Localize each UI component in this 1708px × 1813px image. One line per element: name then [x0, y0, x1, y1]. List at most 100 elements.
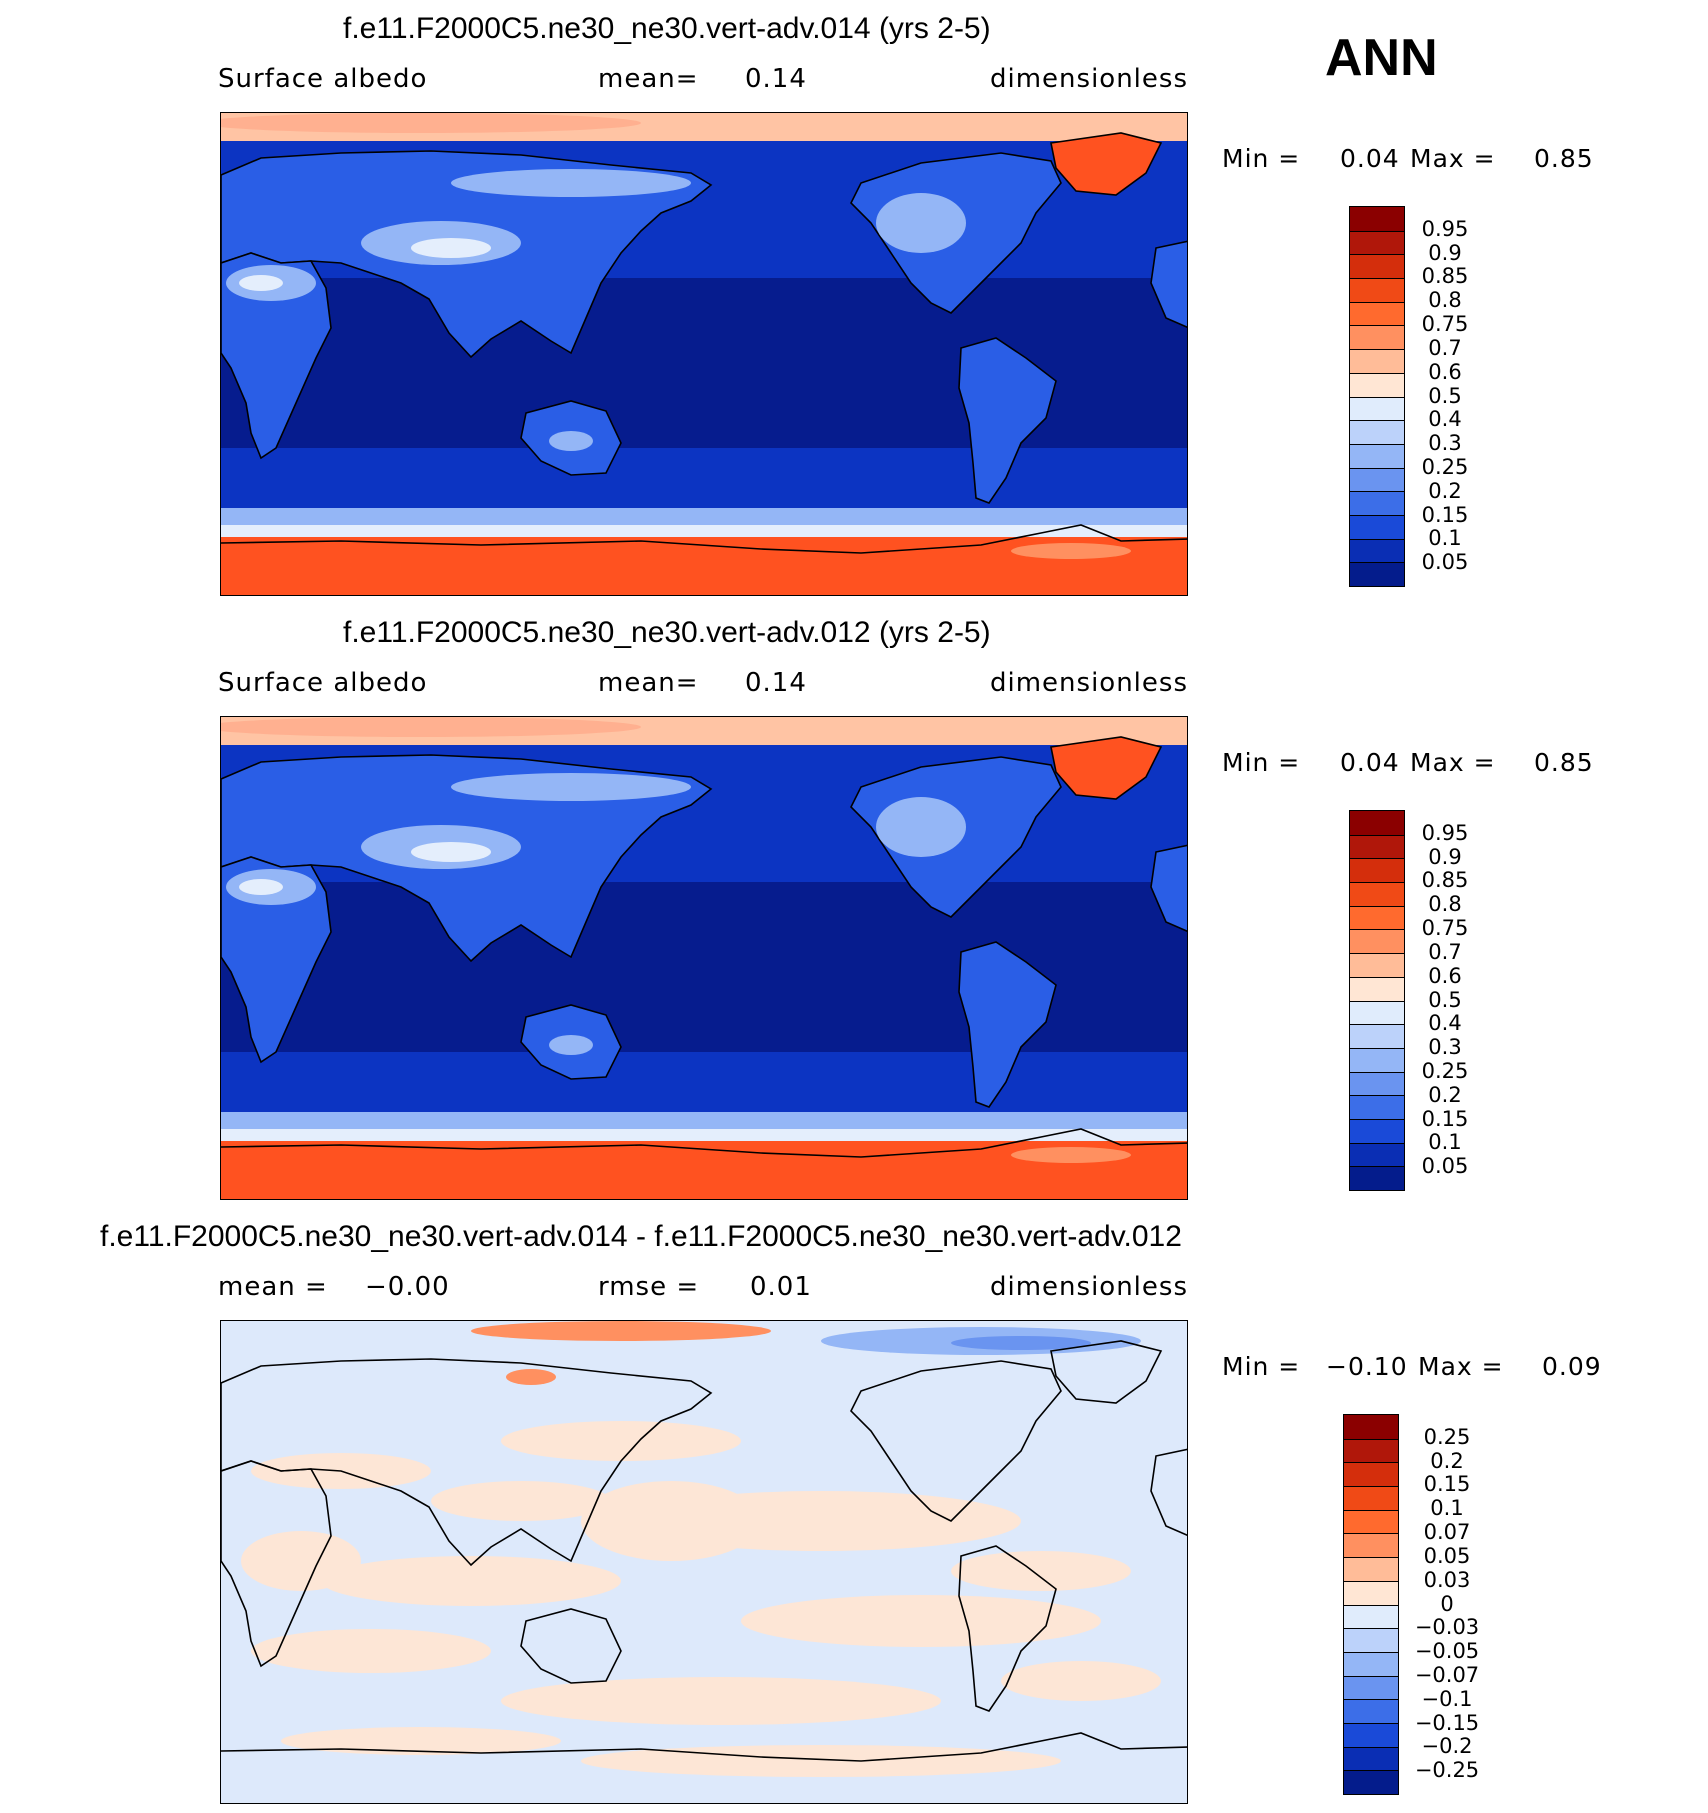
colorbar-swatch [1350, 811, 1404, 835]
colorbar-swatch [1344, 1509, 1398, 1534]
colorbar-swatch [1344, 1533, 1398, 1558]
colorbar-swatch [1350, 1071, 1404, 1096]
colorbar-swatch [1344, 1462, 1398, 1487]
season-label: ANN [1325, 29, 1438, 87]
colorbar-tick-label: 0.07 [1423, 1520, 1471, 1545]
colorbar-tick-label: 0.1 [1428, 1130, 1462, 1155]
colorbar-tick-label: −0.2 [1421, 1734, 1473, 1759]
panel3-colorbar-labels: 0.25 0.2 0.15 0.1 0.07 0.05 0.03 0 −0.03 −0.05 −0.… [1412, 1414, 1488, 1795]
panel1-mean-value: 0.14 [745, 64, 807, 94]
panel2-min-label: Min = [1222, 748, 1301, 777]
colorbar-swatch [1350, 834, 1404, 859]
colorbar-swatch [1350, 882, 1404, 906]
colorbar-swatch [1350, 1047, 1404, 1072]
colorbar-tick-label: 0.3 [1428, 1035, 1462, 1060]
colorbar-swatch [1350, 467, 1404, 492]
colorbar-swatch [1350, 325, 1404, 350]
colorbar-swatch [1344, 1486, 1398, 1510]
colorbar-swatch [1344, 1415, 1398, 1439]
panel3-rmse-value: 0.01 [750, 1272, 812, 1302]
panel3-max-value: 0.09 [1542, 1352, 1602, 1381]
colorbar-tick-label: 0.75 [1421, 312, 1469, 337]
panel2-title: f.e11.F2000C5.ne30_ne30.vert-adv.012 (yr… [343, 616, 991, 649]
colorbar-tick-label: 0.15 [1423, 1472, 1471, 1497]
panel3-title: f.e11.F2000C5.ne30_ne30.vert-adv.014 - f… [100, 1220, 1182, 1253]
colorbar-swatch [1350, 1142, 1404, 1167]
colorbar-tick-label: 0.2 [1428, 478, 1462, 503]
colorbar-swatch [1350, 278, 1404, 302]
colorbar-tick-label: 0.05 [1421, 1154, 1469, 1179]
colorbar-swatch [1350, 953, 1404, 977]
colorbar-swatch [1350, 1095, 1404, 1119]
colorbar-swatch [1350, 491, 1404, 515]
colorbar-tick-label: 0.1 [1428, 526, 1462, 551]
panel3-max-label: Max = [1418, 1352, 1504, 1381]
colorbar-tick-label: −0.15 [1414, 1710, 1480, 1735]
colorbar-tick-label: 0.05 [1423, 1543, 1471, 1568]
panel2-units: dimensionless [990, 668, 1188, 698]
panel1-colorbar-labels: 0.95 0.9 0.85 0.8 0.75 0.7 0.6 0.5 0.4 0.3 0.25 0.2… [1410, 206, 1480, 587]
colorbar-swatch [1344, 1651, 1398, 1676]
panel1-min-label: Min = [1222, 144, 1301, 173]
panel2-max-value: 0.85 [1534, 748, 1594, 777]
panel3-min-label: Min = [1222, 1352, 1301, 1381]
colorbar-swatch [1350, 905, 1404, 930]
colorbar-swatch [1344, 1604, 1398, 1629]
colorbar-tick-label: 0.85 [1421, 264, 1469, 289]
colorbar-swatch [1350, 976, 1404, 1001]
colorbar-tick-label: 0.2 [1428, 1082, 1462, 1107]
colorbar-tick-label: 0.6 [1428, 359, 1462, 384]
colorbar-swatch [1350, 929, 1404, 954]
panel3-units: dimensionless [990, 1272, 1188, 1302]
colorbar-tick-label: 0.05 [1421, 550, 1469, 575]
colorbar-tick-label: 0.6 [1428, 963, 1462, 988]
colorbar-swatch [1350, 514, 1404, 539]
colorbar-swatch [1344, 1580, 1398, 1605]
colorbar-swatch [1350, 562, 1404, 586]
panel3-contour-map [221, 1321, 1187, 1803]
colorbar-tick-label: 0.7 [1428, 939, 1462, 964]
colorbar-tick-label: 0.25 [1423, 1424, 1471, 1449]
colorbar-swatch [1344, 1746, 1398, 1771]
colorbar-swatch [1344, 1770, 1398, 1794]
colorbar-tick-label: 0.3 [1428, 431, 1462, 456]
panel1-units: dimensionless [990, 64, 1188, 94]
panel1-colorbar [1349, 206, 1405, 587]
colorbar-tick-label: 0.8 [1428, 288, 1462, 313]
colorbar-tick-label: 0.85 [1421, 868, 1469, 893]
colorbar-tick-label: −0.03 [1414, 1615, 1480, 1640]
colorbar-swatch [1350, 349, 1404, 373]
panel2-max-label: Max = [1410, 748, 1496, 777]
colorbar-tick-label: 0.95 [1421, 216, 1469, 241]
panel3-map [220, 1320, 1188, 1804]
colorbar-tick-label: 0.4 [1428, 407, 1462, 432]
colorbar-swatch [1350, 858, 1404, 883]
colorbar-swatch [1350, 1024, 1404, 1048]
colorbar-swatch [1350, 372, 1404, 397]
colorbar-swatch [1350, 207, 1404, 231]
panel1-title: f.e11.F2000C5.ne30_ne30.vert-adv.014 (yr… [343, 12, 991, 45]
colorbar-tick-label: −0.1 [1421, 1686, 1473, 1711]
colorbar-swatch [1350, 420, 1404, 444]
panel3-colorbar [1343, 1414, 1399, 1795]
colorbar-swatch [1350, 254, 1404, 279]
panel2-min-value: 0.04 [1340, 748, 1400, 777]
colorbar-tick-label: −0.07 [1414, 1662, 1480, 1687]
colorbar-tick-label: 0.95 [1421, 820, 1469, 845]
panel3-mean-value: −0.00 [365, 1272, 450, 1302]
panel2-mean-value: 0.14 [745, 668, 807, 698]
colorbar-tick-label: 0.1 [1430, 1496, 1464, 1521]
panel3-rmse-label: rmse = [598, 1272, 700, 1302]
panel1-contour-map [221, 113, 1187, 595]
colorbar-tick-label: 0.9 [1428, 844, 1462, 869]
colorbar-swatch [1344, 1438, 1398, 1463]
panel3-min-value: −0.10 [1326, 1352, 1408, 1381]
colorbar-swatch [1344, 1699, 1398, 1723]
colorbar-tick-label: −0.05 [1414, 1639, 1480, 1664]
colorbar-swatch [1344, 1675, 1398, 1700]
panel1-min-value: 0.04 [1340, 144, 1400, 173]
colorbar-tick-label: 0.15 [1421, 1106, 1469, 1131]
panel2-variable: Surface albedo [218, 668, 428, 698]
colorbar-swatch [1350, 538, 1404, 563]
colorbar-swatch [1350, 1118, 1404, 1143]
